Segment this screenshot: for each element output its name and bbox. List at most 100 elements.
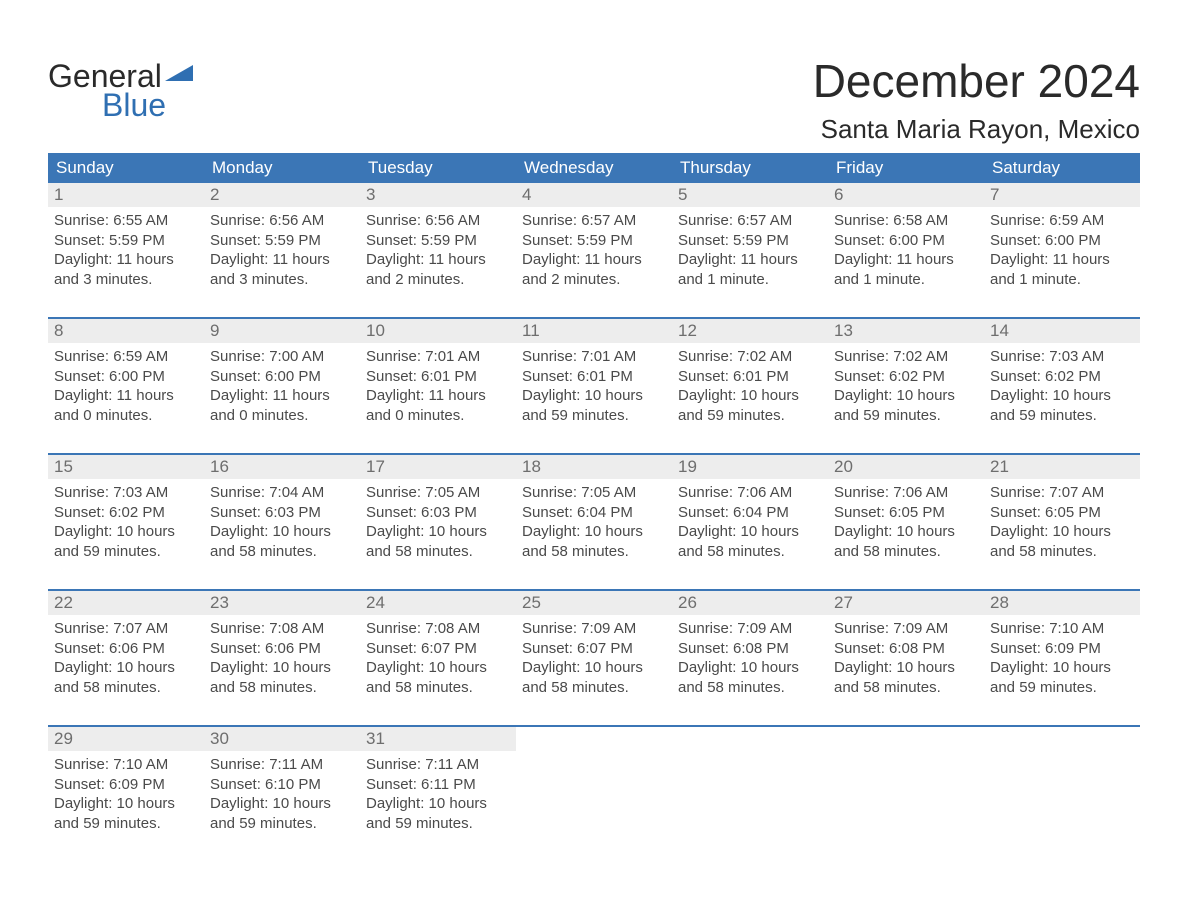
daylight-line: Daylight: 11 hours and 3 minutes. xyxy=(54,250,198,289)
day-data-cell: Sunrise: 6:59 AMSunset: 6:00 PMDaylight:… xyxy=(48,343,204,454)
sunset-line: Sunset: 6:00 PM xyxy=(834,231,978,251)
sunset-line: Sunset: 6:08 PM xyxy=(678,639,822,659)
day-data-cell: Sunrise: 7:03 AMSunset: 6:02 PMDaylight:… xyxy=(48,479,204,590)
calendar-page: General Blue December 2024 Santa Maria R… xyxy=(0,0,1188,891)
sunset-line: Sunset: 6:09 PM xyxy=(990,639,1134,659)
day-data-cell: Sunrise: 7:00 AMSunset: 6:00 PMDaylight:… xyxy=(204,343,360,454)
daylight-line: Daylight: 11 hours and 0 minutes. xyxy=(210,386,354,425)
daylight-line: Daylight: 10 hours and 59 minutes. xyxy=(522,386,666,425)
day-number-cell: 26 xyxy=(672,591,828,615)
sunset-line: Sunset: 5:59 PM xyxy=(366,231,510,251)
daylight-line: Daylight: 10 hours and 58 minutes. xyxy=(54,658,198,697)
daylight-line: Daylight: 11 hours and 2 minutes. xyxy=(522,250,666,289)
sunrise-line: Sunrise: 6:57 AM xyxy=(678,211,822,231)
day-number-cell: 13 xyxy=(828,319,984,343)
day-data-cell: Sunrise: 6:58 AMSunset: 6:00 PMDaylight:… xyxy=(828,207,984,318)
sunset-line: Sunset: 6:07 PM xyxy=(366,639,510,659)
day-data-cell: Sunrise: 7:05 AMSunset: 6:03 PMDaylight:… xyxy=(360,479,516,590)
day-data-row: Sunrise: 6:55 AMSunset: 5:59 PMDaylight:… xyxy=(48,207,1140,318)
day-data-row: Sunrise: 7:10 AMSunset: 6:09 PMDaylight:… xyxy=(48,751,1140,861)
day-number-cell: 21 xyxy=(984,455,1140,479)
day-number-cell: 6 xyxy=(828,183,984,207)
day-data-cell xyxy=(516,751,672,861)
day-data-row: Sunrise: 7:03 AMSunset: 6:02 PMDaylight:… xyxy=(48,479,1140,590)
daylight-line: Daylight: 10 hours and 59 minutes. xyxy=(210,794,354,833)
weekday-header: Tuesday xyxy=(360,153,516,183)
sunset-line: Sunset: 5:59 PM xyxy=(54,231,198,251)
day-data-cell: Sunrise: 7:11 AMSunset: 6:10 PMDaylight:… xyxy=(204,751,360,861)
daylight-line: Daylight: 11 hours and 0 minutes. xyxy=(366,386,510,425)
location-label: Santa Maria Rayon, Mexico xyxy=(813,114,1140,145)
sunrise-line: Sunrise: 7:03 AM xyxy=(990,347,1134,367)
day-data-cell xyxy=(828,751,984,861)
day-number-cell: 5 xyxy=(672,183,828,207)
sunset-line: Sunset: 6:04 PM xyxy=(522,503,666,523)
sunrise-line: Sunrise: 7:06 AM xyxy=(678,483,822,503)
day-number-row: 293031 xyxy=(48,727,1140,751)
day-data-cell: Sunrise: 7:09 AMSunset: 6:08 PMDaylight:… xyxy=(672,615,828,726)
sunset-line: Sunset: 6:02 PM xyxy=(834,367,978,387)
calendar-body: 1234567Sunrise: 6:55 AMSunset: 5:59 PMDa… xyxy=(48,183,1140,861)
day-number-cell: 31 xyxy=(360,727,516,751)
day-data-cell: Sunrise: 6:56 AMSunset: 5:59 PMDaylight:… xyxy=(360,207,516,318)
sunrise-line: Sunrise: 7:05 AM xyxy=(522,483,666,503)
sunset-line: Sunset: 6:00 PM xyxy=(54,367,198,387)
daylight-line: Daylight: 11 hours and 3 minutes. xyxy=(210,250,354,289)
sunrise-line: Sunrise: 7:00 AM xyxy=(210,347,354,367)
weekday-header: Friday xyxy=(828,153,984,183)
sunrise-line: Sunrise: 7:09 AM xyxy=(834,619,978,639)
day-number-cell: 15 xyxy=(48,455,204,479)
daylight-line: Daylight: 11 hours and 0 minutes. xyxy=(54,386,198,425)
sunset-line: Sunset: 5:59 PM xyxy=(210,231,354,251)
day-data-cell: Sunrise: 7:01 AMSunset: 6:01 PMDaylight:… xyxy=(516,343,672,454)
sunset-line: Sunset: 6:04 PM xyxy=(678,503,822,523)
day-number-cell: 25 xyxy=(516,591,672,615)
sunset-line: Sunset: 5:59 PM xyxy=(678,231,822,251)
sunset-line: Sunset: 6:10 PM xyxy=(210,775,354,795)
day-data-cell: Sunrise: 7:09 AMSunset: 6:08 PMDaylight:… xyxy=(828,615,984,726)
day-number-cell: 17 xyxy=(360,455,516,479)
day-number-cell: 4 xyxy=(516,183,672,207)
day-number-cell: 23 xyxy=(204,591,360,615)
daylight-line: Daylight: 10 hours and 58 minutes. xyxy=(834,522,978,561)
sunrise-line: Sunrise: 7:07 AM xyxy=(990,483,1134,503)
day-number-cell: 22 xyxy=(48,591,204,615)
brand-word2: Blue xyxy=(102,87,193,124)
sunset-line: Sunset: 6:07 PM xyxy=(522,639,666,659)
sunset-line: Sunset: 6:09 PM xyxy=(54,775,198,795)
day-data-cell: Sunrise: 6:57 AMSunset: 5:59 PMDaylight:… xyxy=(672,207,828,318)
sunset-line: Sunset: 6:02 PM xyxy=(990,367,1134,387)
sunrise-line: Sunrise: 7:07 AM xyxy=(54,619,198,639)
sunrise-line: Sunrise: 7:09 AM xyxy=(522,619,666,639)
daylight-line: Daylight: 10 hours and 58 minutes. xyxy=(366,658,510,697)
sunrise-line: Sunrise: 7:10 AM xyxy=(990,619,1134,639)
day-data-cell: Sunrise: 6:55 AMSunset: 5:59 PMDaylight:… xyxy=(48,207,204,318)
calendar-table: Sunday Monday Tuesday Wednesday Thursday… xyxy=(48,153,1140,861)
day-data-cell: Sunrise: 7:03 AMSunset: 6:02 PMDaylight:… xyxy=(984,343,1140,454)
sunset-line: Sunset: 6:01 PM xyxy=(522,367,666,387)
title-block: December 2024 Santa Maria Rayon, Mexico xyxy=(813,30,1140,153)
sunrise-line: Sunrise: 7:04 AM xyxy=(210,483,354,503)
weekday-header: Saturday xyxy=(984,153,1140,183)
day-data-cell: Sunrise: 6:56 AMSunset: 5:59 PMDaylight:… xyxy=(204,207,360,318)
daylight-line: Daylight: 10 hours and 58 minutes. xyxy=(834,658,978,697)
sunset-line: Sunset: 6:05 PM xyxy=(990,503,1134,523)
weekday-header: Sunday xyxy=(48,153,204,183)
day-data-cell: Sunrise: 7:08 AMSunset: 6:06 PMDaylight:… xyxy=(204,615,360,726)
daylight-line: Daylight: 10 hours and 59 minutes. xyxy=(54,794,198,833)
sunrise-line: Sunrise: 7:03 AM xyxy=(54,483,198,503)
daylight-line: Daylight: 11 hours and 1 minute. xyxy=(834,250,978,289)
daylight-line: Daylight: 11 hours and 1 minute. xyxy=(678,250,822,289)
sunrise-line: Sunrise: 7:09 AM xyxy=(678,619,822,639)
day-data-cell: Sunrise: 7:10 AMSunset: 6:09 PMDaylight:… xyxy=(984,615,1140,726)
brand-logo: General Blue xyxy=(48,58,193,124)
day-number-cell: 2 xyxy=(204,183,360,207)
day-number-row: 1234567 xyxy=(48,183,1140,207)
day-number-cell: 3 xyxy=(360,183,516,207)
day-data-cell: Sunrise: 6:59 AMSunset: 6:00 PMDaylight:… xyxy=(984,207,1140,318)
sunrise-line: Sunrise: 6:55 AM xyxy=(54,211,198,231)
day-number-cell: 27 xyxy=(828,591,984,615)
sunset-line: Sunset: 6:06 PM xyxy=(210,639,354,659)
day-number-cell xyxy=(984,727,1140,751)
day-number-cell: 11 xyxy=(516,319,672,343)
